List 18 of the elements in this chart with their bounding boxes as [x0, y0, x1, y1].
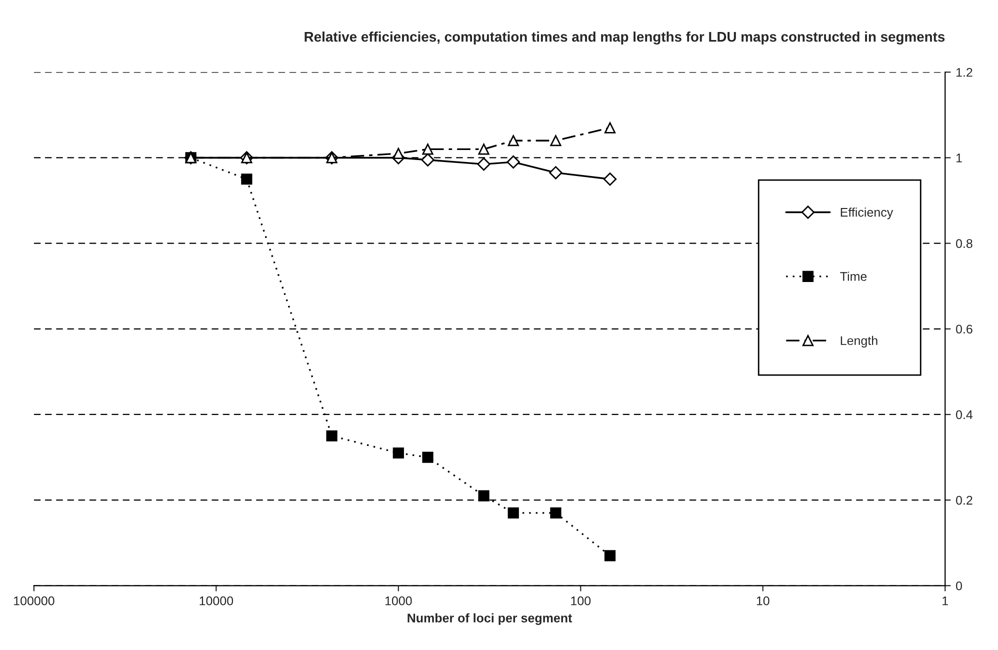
legend-label: Time: [840, 272, 867, 281]
legend-label: Efficiency: [840, 208, 894, 220]
x-tick-label: 10000: [200, 596, 234, 606]
x-tick-label: 1000: [385, 596, 412, 606]
x-tick-label: 100000: [14, 596, 54, 606]
x-axis-title: Number of loci per segment: [408, 613, 572, 625]
y-tick-label: 1: [956, 154, 962, 162]
x-tick-label: 100: [571, 596, 591, 606]
y-tick-label: 0.6: [956, 324, 972, 334]
legend-label: Length: [840, 336, 878, 348]
chart-title: Relative efficiencies, computation times and map lengths for LDU maps constructed in segments: [304, 32, 945, 45]
y-tick-label: 0.4: [956, 410, 973, 420]
y-tick-label: 0: [956, 581, 962, 590]
x-tick-label: 1: [942, 596, 948, 606]
y-tick-label: 0.2: [956, 496, 972, 505]
y-tick-label: 0.8: [956, 239, 972, 248]
y-tick-label: 1.2: [956, 68, 972, 77]
x-tick-label: 10: [756, 596, 770, 606]
